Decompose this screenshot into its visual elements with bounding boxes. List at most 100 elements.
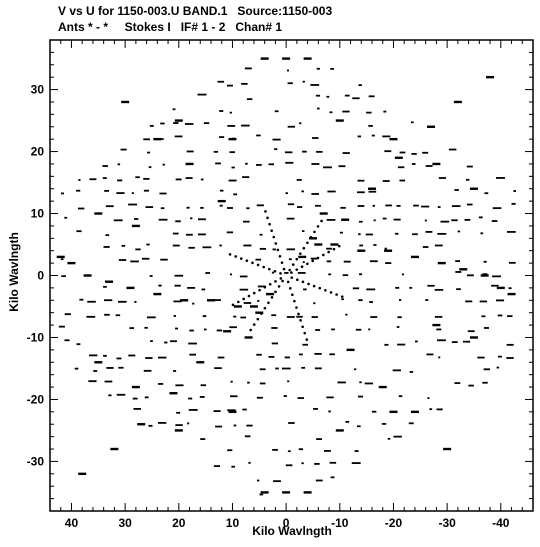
uv-track-segment [366,111,372,114]
uv-track-segment [383,110,387,113]
uv-track-segment [484,192,489,195]
uv-track-segment [188,342,197,345]
uv-sample-point [298,255,307,259]
uv-track-segment [287,125,295,128]
uv-track-segment [116,357,122,360]
uv-track-segment [358,395,364,398]
y-tick-label: 0 [37,269,44,283]
uv-sample-point [249,305,258,308]
uv-track-segment [273,480,281,483]
uv-track-segment [330,476,335,479]
uv-track-segment [242,176,250,179]
uv-sample-point [303,57,312,60]
uv-track-segment [256,204,264,207]
x-tick-label: 40 [65,516,79,530]
uv-track-segment [491,284,499,287]
uv-track-segment [357,179,365,182]
uv-track-segment [243,220,250,223]
uv-track-segment [219,189,224,192]
uv-track-segment [397,343,406,346]
uv-track-segment [227,125,236,127]
uv-sample-point [410,410,419,414]
uv-track-segment [217,356,225,359]
uv-track-segment [342,152,350,154]
uv-track-segment [104,313,110,316]
uv-track-segment [409,371,414,373]
uv-spoke-point [296,278,299,282]
uv-track-segment [285,161,294,164]
uv-track-segment [187,286,196,289]
uv-track-segment [229,151,235,154]
uv-sample-point [443,447,452,451]
uv-track-segment [89,178,97,181]
uv-sample-point [384,249,393,252]
uv-track-segment [219,244,222,247]
uv-track-segment [382,180,390,182]
uv-track-segment [244,67,252,70]
uv-track-segment [314,367,322,370]
uv-track-segment [315,243,318,246]
uv-spoke-point [302,246,306,250]
x-tick-label: 30 [118,516,132,530]
uv-track-segment [434,315,443,318]
uv-spoke-point [290,276,294,279]
uv-track-segment [60,258,64,261]
uv-track-segment [448,148,457,151]
uv-track-segment [268,163,274,166]
x-tick-label: -40 [492,516,510,530]
uv-track-segment [356,425,361,428]
uv-sample-point [319,212,328,215]
uv-sample-point [427,125,436,128]
uv-sample-point [83,274,92,277]
uv-track-segment [467,330,475,333]
uv-track-segment [199,396,205,398]
uv-track-segment [387,437,391,440]
uv-track-segment [146,316,156,319]
uv-track-segment [396,326,400,328]
uv-track-segment [495,299,505,302]
uv-track-segment [359,381,362,384]
uv-track-segment [395,286,400,289]
uv-track-segment [256,353,262,356]
uv-sample-point [394,156,403,159]
uv-spoke-point [264,210,267,213]
uv-track-segment [425,165,433,167]
uv-track-segment [214,367,222,370]
uv-track-segment [189,353,196,356]
uv-track-segment [216,329,223,332]
uv-spoke-point [247,294,251,298]
uv-track-segment [188,397,193,400]
uv-track-segment [310,84,320,86]
uv-track-segment [313,408,318,410]
uv-track-segment [215,162,221,165]
uv-track-segment [286,248,296,251]
uv-track-segment [162,163,165,166]
uv-sample-point [260,491,269,494]
uv-track-segment [369,301,373,303]
uv-track-segment [256,164,262,166]
uv-track-segment [342,110,350,113]
uv-sample-point [496,286,505,290]
uv-spoke-point [260,312,263,315]
uv-track-segment [143,369,152,372]
uv-track-segment [228,179,237,182]
uv-sample-point [174,429,183,432]
uv-track-segment [312,137,319,139]
uv-track-segment [438,356,441,359]
uv-track-segment [342,274,349,277]
uv-track-segment [281,367,291,370]
uv-sample-point [185,162,194,166]
uv-sample-point [507,292,516,296]
uv-track-segment [245,162,248,165]
uv-track-segment [483,260,487,263]
uv-track-segment [246,98,253,101]
uv-track-segment [158,284,162,287]
uv-track-segment [296,315,303,318]
uv-sample-point [459,268,468,271]
uv-track-segment [233,424,237,427]
uv-spoke-point [228,253,232,256]
y-tick-label: 20 [31,145,45,159]
uv-track-segment [197,233,206,236]
uv-track-segment [197,93,207,96]
uv-spoke-point [268,267,271,271]
